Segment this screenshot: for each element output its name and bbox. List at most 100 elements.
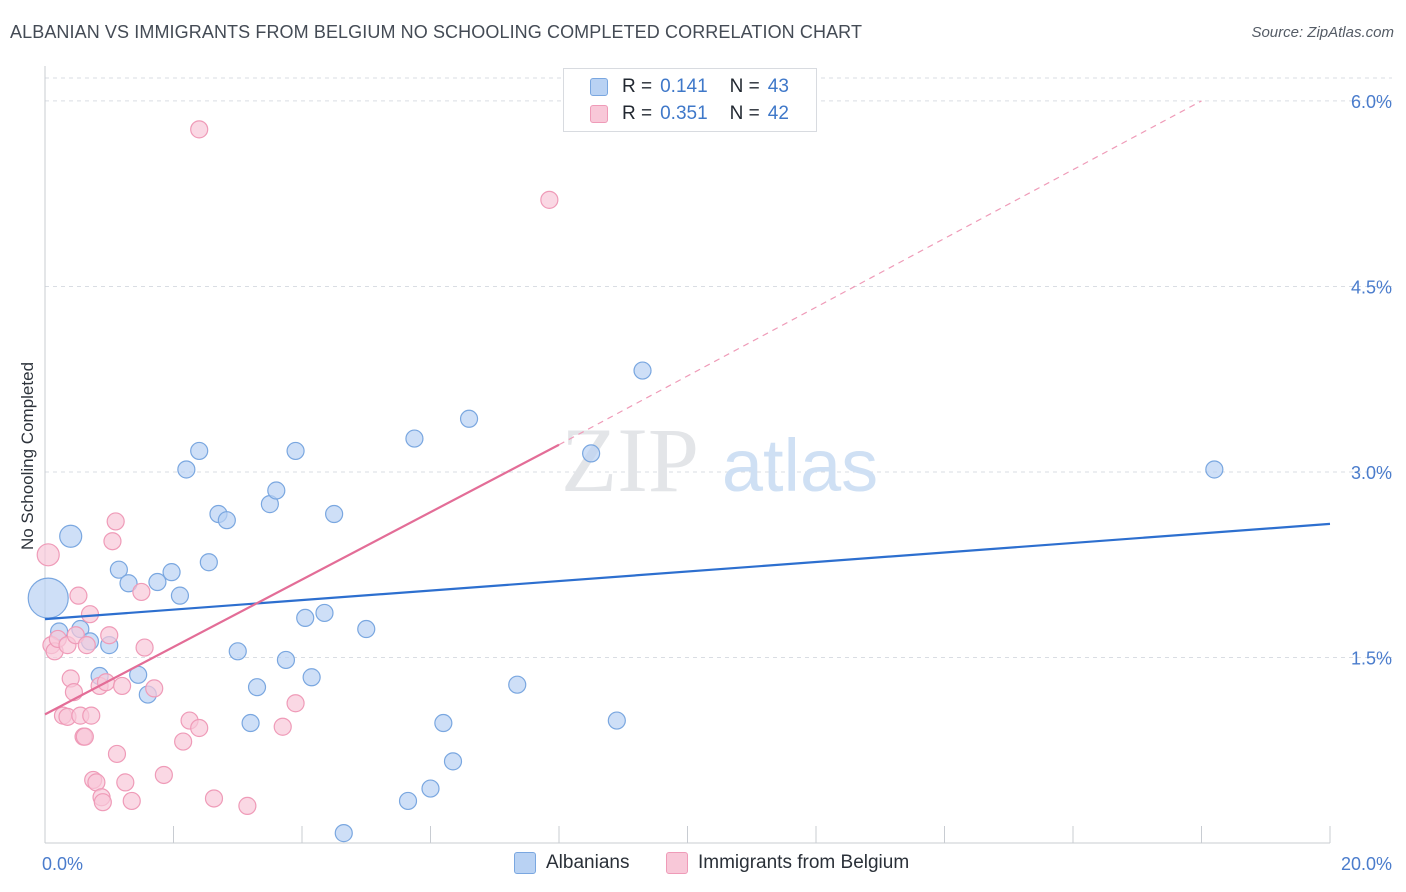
albanian-point (508, 675, 527, 694)
albanian-point (267, 481, 286, 500)
belgium-point (116, 773, 135, 792)
grid-layer (45, 77, 1392, 658)
belgium-point (540, 190, 559, 209)
series-label-albanians: Albanians (546, 852, 630, 873)
legend-row-belgium: R = 0.351 N = 42 (590, 101, 789, 127)
belgium-point (132, 582, 151, 602)
series-label-belgium: Immigrants from Belgium (698, 852, 910, 873)
albanian-point (405, 429, 424, 448)
belgium-point (190, 718, 209, 738)
belgium-point (80, 605, 100, 624)
albanian-point (247, 678, 267, 697)
source-credit: Source: ZipAtlas.com (1251, 24, 1394, 41)
series-legend-albanians[interactable]: Albanians (514, 852, 629, 874)
albanian-point (357, 619, 376, 639)
watermark: ZIP atlas (561, 409, 878, 511)
albanian-point (177, 460, 196, 479)
belgium-trend-line (44, 443, 560, 716)
legend-n-value: 42 (767, 103, 789, 124)
belgium-point (75, 727, 94, 746)
albanian-point (59, 524, 83, 548)
belgium-point (36, 543, 60, 567)
albanian-point (119, 574, 138, 593)
trend-lines (44, 100, 1331, 716)
belgium-point (69, 586, 88, 605)
belgium-point (145, 679, 164, 698)
albanian-point (199, 553, 218, 572)
legend-r-label: R = (622, 76, 653, 97)
chart-title: ALBANIAN VS IMMIGRANTS FROM BELGIUM NO S… (10, 22, 863, 42)
legend-row-albanians: R = 0.141 N = 43 (590, 74, 789, 100)
series-swatch-pink (666, 852, 688, 874)
albanian-point (228, 642, 247, 661)
legend-r-label: R = (622, 103, 653, 124)
albanian-point (241, 713, 260, 733)
belgium-point (100, 626, 119, 645)
y-tick-label: 6.0% (1351, 92, 1392, 112)
albanian-point (1205, 460, 1224, 479)
albanian-point (398, 791, 418, 811)
albanian-point (170, 586, 190, 605)
belgium-point (286, 694, 305, 713)
watermark-atlas: atlas (722, 424, 878, 507)
belgium-point (93, 793, 112, 812)
belgium-point (190, 120, 209, 139)
albanian-point (325, 504, 344, 524)
correlation-legend: R = 0.141 N = 43 R = 0.351 N = 42 (563, 68, 817, 132)
legend-r-value: 0.351 (660, 103, 708, 124)
albanian-point (27, 577, 69, 619)
belgium-trend-extension (558, 100, 1202, 446)
albanian-point (302, 668, 321, 687)
belgium-point (106, 512, 125, 531)
y-tick-label: 1.5% (1351, 648, 1392, 668)
belgium-point (77, 636, 96, 655)
legend-n-value: 43 (767, 76, 789, 97)
albanian-point (582, 444, 601, 463)
watermark-zip: ZIP (561, 409, 699, 511)
albanian-point (296, 608, 315, 628)
belgium-point (204, 789, 224, 808)
belgium-point (122, 791, 141, 811)
albanian-point (334, 824, 353, 843)
axis-layer: 1.5% 3.0% 4.5% 6.0% 0.0% 20.0% (42, 66, 1392, 874)
belgium-point (135, 638, 154, 657)
albanian-point (148, 572, 167, 592)
legend-r-value: 0.141 (660, 76, 708, 97)
belgium-point (107, 744, 127, 764)
legend-swatch-pink (590, 105, 608, 123)
albanian-point (276, 650, 296, 670)
albanian-point (434, 713, 453, 733)
albanian-point (459, 409, 479, 428)
belgium-point (112, 676, 132, 696)
albanian-point (217, 511, 236, 530)
albanian-point (315, 603, 334, 623)
y-tick-label: 4.5% (1351, 277, 1392, 297)
series-legend: Albanians Immigrants from Belgium (0, 852, 1406, 878)
legend-n-label: N = (729, 103, 760, 124)
belgium-point (154, 765, 173, 785)
series-legend-belgium[interactable]: Immigrants from Belgium (666, 852, 909, 874)
belgium-point (238, 796, 257, 815)
legend-swatch-blue (590, 78, 608, 96)
x-tick-label: 0.0% (42, 854, 83, 874)
albanian-point (190, 441, 209, 461)
albanian-point (109, 560, 128, 579)
albanian-point (607, 711, 626, 730)
y-axis-label: No Schooling Completed (18, 362, 37, 550)
belgium-point (103, 532, 122, 551)
albanian-point (443, 752, 463, 771)
belgium-point (174, 732, 193, 751)
y-tick-label: 3.0% (1351, 463, 1392, 483)
albanian-point (421, 779, 440, 798)
albanian-point (162, 563, 181, 582)
x-tick-label: 20.0% (1341, 854, 1392, 874)
belgium-point (273, 717, 292, 736)
legend-n-label: N = (729, 76, 760, 97)
belgium-point (82, 706, 101, 725)
series-swatch-blue (514, 852, 536, 874)
albanian-point (633, 361, 652, 380)
albanian-trend-line (44, 522, 1331, 621)
belgium-points (36, 120, 559, 815)
albanian-point (286, 441, 305, 461)
